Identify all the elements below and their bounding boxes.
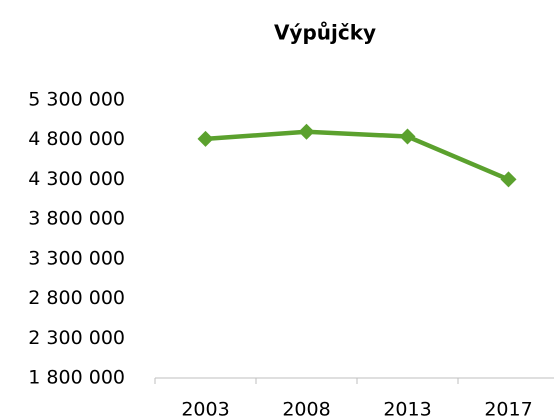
y-tick-label: 4 800 000 [28, 128, 125, 150]
x-tick-label: 2013 [383, 399, 431, 419]
line [205, 129, 510, 182]
y-tick-label: 2 800 000 [28, 287, 125, 309]
marker [500, 171, 517, 188]
x-tick-label: 2017 [484, 399, 532, 419]
y-tick-label: 3 800 000 [28, 208, 125, 230]
chart-title: Výpůjčky [274, 21, 376, 45]
y-tick-label: 1 800 000 [28, 367, 125, 389]
y-tick-label: 3 300 000 [28, 247, 125, 269]
y-tick-label: 5 300 000 [28, 89, 125, 111]
y-tick-label: 4 300 000 [28, 168, 125, 190]
marker [298, 123, 315, 140]
y-tick-label: 2 300 000 [28, 327, 125, 349]
x-tick-label: 2008 [282, 399, 330, 419]
marker [399, 128, 416, 145]
x-tick-label: 2003 [181, 399, 229, 419]
marker [197, 130, 214, 147]
